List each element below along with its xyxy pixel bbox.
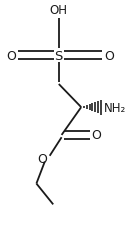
Text: OH: OH xyxy=(50,4,68,17)
Text: O: O xyxy=(92,129,102,142)
Text: O: O xyxy=(6,49,16,62)
Text: O: O xyxy=(37,152,47,165)
Text: O: O xyxy=(104,49,114,62)
Text: NH₂: NH₂ xyxy=(104,101,126,114)
Text: S: S xyxy=(55,49,63,62)
